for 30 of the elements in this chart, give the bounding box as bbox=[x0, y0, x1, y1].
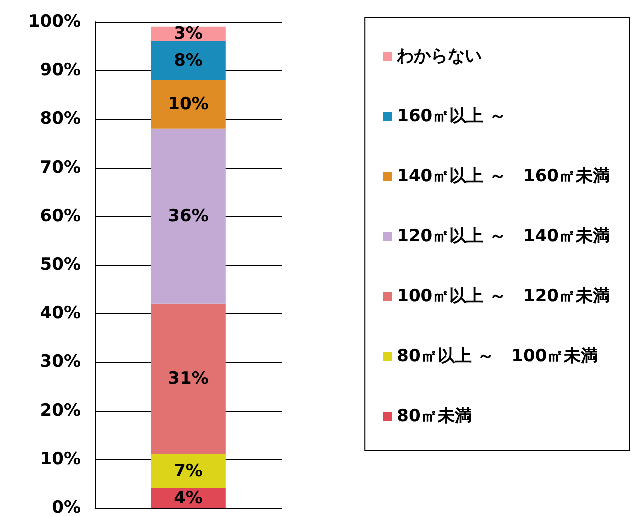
data-label: 10% bbox=[168, 94, 209, 115]
data-label: 36% bbox=[168, 206, 209, 226]
data-label: 4% bbox=[174, 488, 203, 508]
y-tick-label: 100% bbox=[28, 12, 81, 32]
legend-label: 140㎡以上 ～ 160㎡未満 bbox=[397, 166, 610, 186]
y-tick-label: 40% bbox=[40, 304, 81, 324]
data-label: 3% bbox=[174, 24, 203, 44]
bar bbox=[151, 304, 226, 455]
legend-label: 80㎡以上 ～ 100㎡未満 bbox=[397, 346, 598, 366]
bar bbox=[151, 80, 226, 129]
legend-label: 160㎡以上 ～ bbox=[397, 106, 507, 126]
legend-label: 100㎡以上 ～ 120㎡未満 bbox=[397, 286, 610, 306]
legend-label: わからない bbox=[396, 46, 482, 66]
bar bbox=[151, 128, 226, 304]
data-label: 31% bbox=[168, 369, 209, 390]
legend-label: 80㎡未満 bbox=[397, 406, 472, 426]
bar bbox=[151, 41, 226, 80]
y-tick-label: 10% bbox=[40, 449, 81, 470]
data-label: 7% bbox=[174, 462, 203, 482]
y-tick-label: 70% bbox=[40, 158, 81, 178]
y-tick-label: 0% bbox=[52, 498, 81, 517]
bar bbox=[151, 454, 226, 489]
y-tick-label: 30% bbox=[40, 352, 81, 372]
y-tick-label: 50% bbox=[40, 255, 81, 275]
y-tick-label: 90% bbox=[40, 60, 81, 81]
data-label: 8% bbox=[174, 50, 203, 71]
y-tick-label: 60% bbox=[40, 206, 81, 226]
y-tick-label: 80% bbox=[40, 109, 81, 130]
y-tick-label: 20% bbox=[40, 400, 81, 421]
legend-label: 120㎡以上 ～ 140㎡未満 bbox=[397, 226, 610, 246]
